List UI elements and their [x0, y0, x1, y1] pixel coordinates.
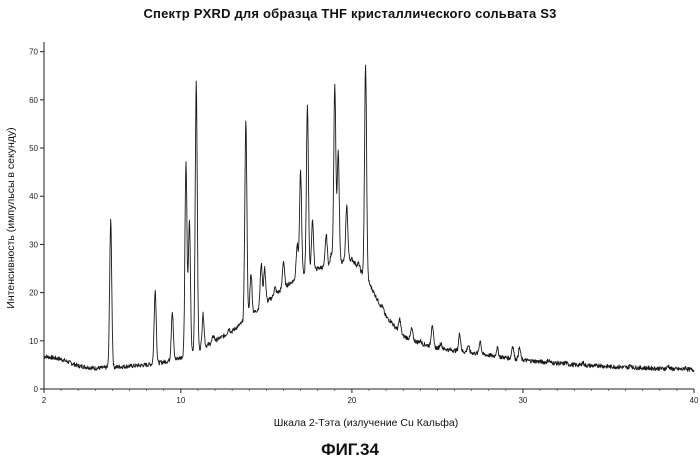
y-tick-label: 50	[29, 144, 38, 153]
x-tick-label: 20	[347, 396, 356, 405]
y-tick-label: 40	[29, 192, 38, 201]
y-tick-label: 60	[29, 96, 38, 105]
y-axis-label: Интенсивность (импульсы в секунду)	[5, 127, 17, 308]
x-tick-label: 2	[42, 396, 47, 405]
x-tick-label: 40	[690, 396, 699, 405]
x-tick-label: 10	[176, 396, 185, 405]
y-tick-label: 30	[29, 240, 38, 249]
pxrd-chart: 0 10 20 30 40 50 60 70 2 10 20 30 40 Интенсивность (…	[0, 0, 700, 465]
y-tick-label: 70	[29, 48, 38, 57]
pxrd-trace-line	[44, 65, 694, 372]
x-axis-label: Шкала 2-Тэта (излучение Cu Кальфа)	[274, 417, 459, 429]
x-tick-label: 30	[518, 396, 527, 405]
axes-group	[44, 42, 694, 389]
y-tick-label: 10	[29, 337, 38, 346]
y-tick-label: 0	[34, 385, 39, 394]
figure-label: ФИГ.34	[0, 440, 700, 460]
y-tick-label: 20	[29, 289, 38, 298]
